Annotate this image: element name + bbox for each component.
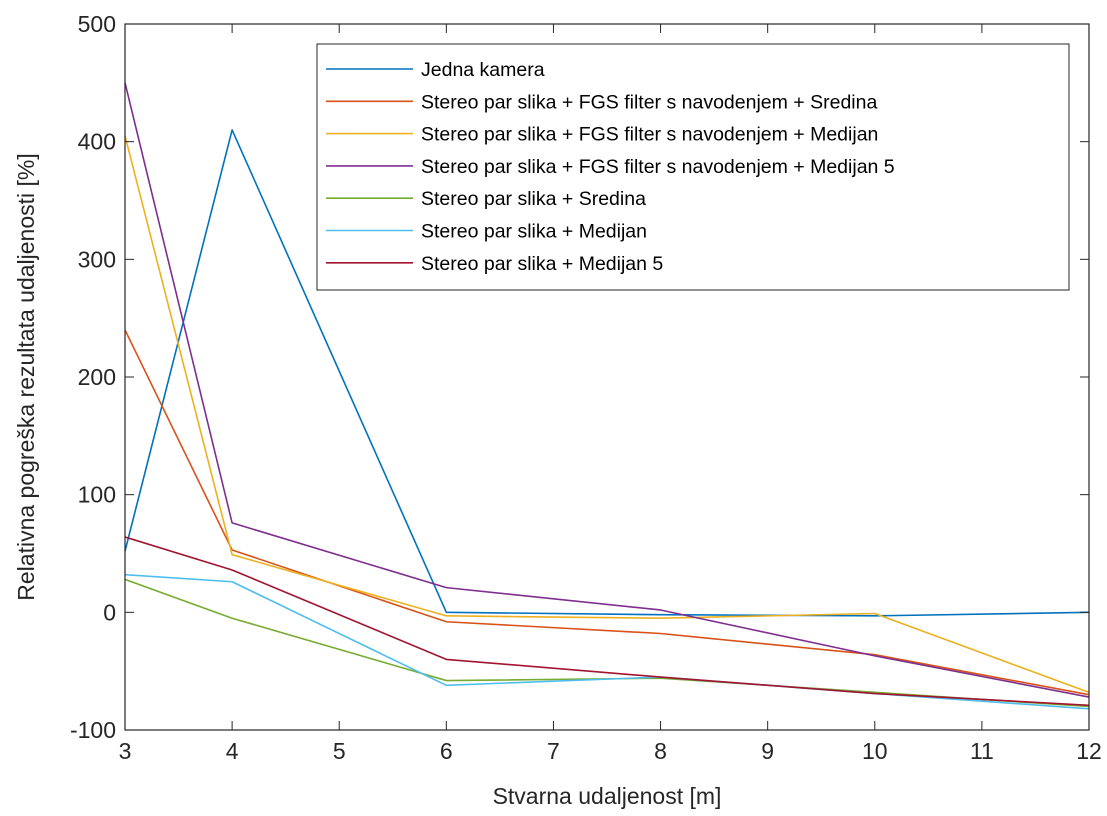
y-axis-title: Relativna pogreška rezultata udaljenosti… [13,153,39,600]
ticks-layer: 3 4 5 6 7 8 9 10 11 12 -100 0 100 200 300 400 500 [70,11,1102,764]
x-tick-label: 10 [862,738,888,764]
y-tick-label: -100 [70,717,116,743]
series-line-2 [124,329,1090,696]
legend-label-6: Stereo par slika + Medijan [421,221,647,243]
y-tick-label: 400 [78,129,116,155]
legend-label-2: Stereo par slika + FGS filter s navodenj… [421,91,877,113]
x-tick-label: 3 [119,738,132,764]
series-line-4 [124,82,1090,698]
series-layer [124,82,1090,710]
y-tick-label: 100 [78,482,116,508]
y-tick-label: 500 [78,11,116,37]
x-axis-title: Stvarna udaljenost [m] [493,783,722,809]
x-tick-label: 8 [654,738,667,764]
x-tick-label: 9 [761,738,774,764]
legend-items: Jedna kamera Stereo par slika + FGS filte… [326,59,895,275]
legend: Jedna kamera Stereo par slika + FGS filte… [316,43,1070,291]
y-tick-label: 0 [103,599,116,625]
series-line-1 [124,129,1090,617]
y-tick-label: 200 [78,364,116,390]
legend-label-4: Stereo par slika + FGS filter s navodenj… [421,156,895,178]
x-tick-label: 6 [440,738,453,764]
x-tick-label: 12 [1076,738,1102,764]
y-tick-label: 300 [78,246,116,272]
x-tick-label: 4 [226,738,239,764]
legend-label-1: Jedna kamera [421,59,545,81]
legend-label-7: Stereo par slika + Medijan 5 [421,253,663,275]
series-line-3 [124,135,1090,694]
x-tick-label: 5 [333,738,346,764]
legend-label-5: Stereo par slika + Sredina [421,188,646,210]
x-tick-label: 7 [547,738,560,764]
legend-box [316,43,1070,291]
x-tick-label: 11 [970,738,994,764]
series-line-7 [124,536,1090,707]
legend-label-3: Stereo par slika + FGS filter s navodenj… [421,124,878,146]
